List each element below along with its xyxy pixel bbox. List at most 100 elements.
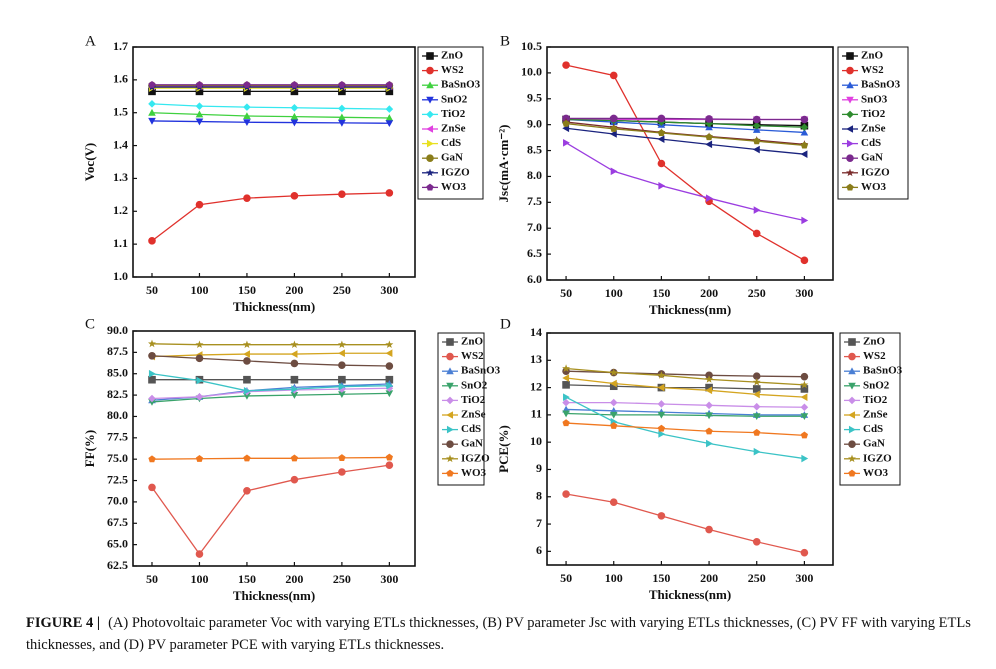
data-point [338, 113, 346, 121]
x-tick-label: 300 [380, 283, 398, 297]
data-point [752, 390, 760, 399]
series-line [566, 118, 805, 128]
series-line [565, 127, 805, 155]
y-tick-label: 6 [536, 543, 542, 557]
data-point [148, 87, 156, 96]
y-tick-label: 6.5 [527, 246, 542, 260]
legend-label: GaN [441, 152, 463, 164]
series-line [566, 117, 805, 121]
legend-marker [848, 469, 856, 477]
data-point [752, 538, 761, 546]
legend-label: SnO3 [861, 93, 888, 105]
legend-label: SnO2 [863, 379, 890, 391]
data-point [657, 159, 666, 168]
series-line [151, 112, 390, 119]
legend-marker [446, 352, 454, 361]
data-point [800, 141, 809, 149]
legend-marker [848, 338, 856, 346]
panel-label: A [85, 33, 96, 49]
legend-label: TiO2 [441, 108, 466, 120]
data-point [562, 410, 570, 418]
y-tick-label: 72.5 [107, 472, 128, 486]
series-line [151, 103, 390, 110]
legend-label: IGZO [461, 452, 490, 464]
legend-marker [426, 125, 434, 133]
legend-label: TiO2 [863, 394, 888, 406]
legend-marker [426, 154, 434, 162]
data-point [243, 375, 251, 384]
legend-marker [848, 382, 856, 390]
legend-marker [426, 110, 434, 119]
series-line [565, 377, 805, 398]
data-point [800, 123, 809, 132]
data-point [338, 382, 346, 391]
legend-marker [446, 454, 454, 463]
y-axis-label: FF(%) [82, 430, 97, 468]
data-point [610, 125, 618, 132]
data-point [385, 461, 394, 469]
legend-label: ZnO [441, 50, 463, 62]
y-tick-label: 9.0 [527, 116, 542, 130]
series-line [566, 412, 805, 417]
plot-frame [546, 332, 834, 566]
data-point [562, 119, 570, 127]
y-tick-label: 70.0 [107, 494, 128, 508]
series-line [151, 456, 390, 460]
x-tick-label: 250 [333, 572, 351, 586]
data-point [242, 340, 251, 349]
y-tick-label: 90.0 [107, 323, 128, 337]
caption: FIGURE 4 | (A) Photovoltaic parameter Voc… [26, 612, 976, 656]
y-tick-label: 67.5 [107, 515, 128, 529]
data-point [705, 115, 713, 123]
legend-label: TiO2 [461, 394, 486, 406]
x-tick-label: 150 [652, 286, 670, 300]
legend-label: WS2 [861, 64, 884, 76]
data-point [338, 375, 346, 384]
data-point [148, 108, 156, 116]
legend-marker [446, 440, 454, 449]
data-point [338, 80, 346, 88]
data-point [195, 87, 204, 96]
legend-label: WO3 [461, 467, 487, 479]
legend-marker [848, 411, 856, 419]
data-point [657, 411, 666, 419]
data-point [610, 167, 618, 176]
data-point [148, 351, 156, 360]
y-tick-label: 11 [531, 407, 542, 421]
data-point [195, 354, 204, 363]
x-tick-label: 100 [605, 571, 623, 585]
legend-label: GaN [461, 438, 483, 450]
legend-label: GaN [861, 152, 883, 164]
data-point [385, 105, 394, 113]
legend-label: IGZO [861, 166, 890, 178]
legend-label: BaSnO3 [441, 79, 481, 91]
legend-label: ZnSe [861, 123, 886, 135]
data-point [195, 80, 204, 88]
series-line [566, 118, 805, 134]
legend-label: ZnSe [461, 409, 486, 421]
data-point [290, 350, 298, 358]
x-tick-label: 200 [700, 286, 718, 300]
data-point [752, 413, 761, 421]
data-point [290, 112, 299, 120]
data-point [385, 362, 394, 370]
data-point [195, 102, 204, 110]
caption-text: (A) Photovoltaic parameter Voc with vary… [26, 615, 971, 653]
data-point [290, 192, 299, 200]
legend-marker [426, 52, 434, 60]
legend-marker [446, 367, 454, 375]
data-point [385, 120, 394, 128]
legend-label: ZnO [863, 336, 885, 348]
data-point [338, 87, 346, 96]
data-point [657, 512, 666, 520]
x-tick-label: 150 [238, 283, 256, 297]
legend-marker [426, 81, 434, 89]
series-line [566, 422, 805, 437]
y-tick-label: 9 [536, 461, 542, 475]
data-point [148, 237, 156, 245]
data-point [148, 117, 156, 125]
data-point [609, 114, 618, 123]
y-tick-label: 10.0 [521, 65, 542, 79]
data-point [243, 392, 251, 400]
data-point [753, 428, 761, 436]
